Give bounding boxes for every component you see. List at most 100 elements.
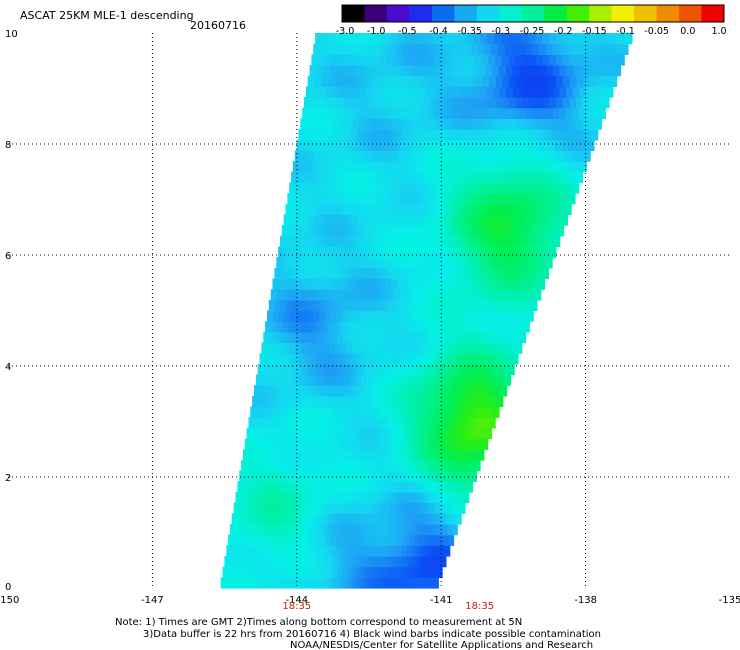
- swath-cell: [276, 438, 283, 450]
- swath-cell: [281, 385, 288, 397]
- swath-cell: [268, 299, 276, 312]
- swath-cell: [482, 406, 489, 418]
- swath-cell: [447, 107, 455, 119]
- swath-cell: [272, 278, 279, 290]
- colorbar-swatch: [342, 5, 365, 22]
- swath-cell: [406, 481, 412, 493]
- swath-cell: [461, 299, 468, 312]
- swath-cell: [266, 406, 273, 418]
- swath-cell: [402, 459, 408, 472]
- swath-cell: [386, 363, 393, 376]
- swath-cell: [404, 417, 410, 429]
- swath-cell: [339, 118, 347, 130]
- swath-cell: [455, 438, 462, 450]
- swath-cell: [263, 395, 270, 408]
- swath-cell: [301, 150, 309, 162]
- swath-cell: [394, 374, 401, 386]
- swath-cell: [376, 459, 382, 472]
- swath-cell: [493, 342, 500, 354]
- swath-cell: [357, 129, 365, 141]
- swath-cell: [420, 321, 427, 333]
- swath-cell: [399, 289, 407, 301]
- swath-cell: [509, 182, 517, 194]
- swath-cell: [412, 491, 419, 504]
- swath-cell: [568, 139, 576, 151]
- swath-cell: [263, 502, 270, 514]
- swath-cell: [509, 139, 517, 151]
- swath-cell: [413, 235, 421, 248]
- swath-cell: [583, 54, 591, 66]
- swath-cell: [430, 363, 437, 376]
- swath-cell: [350, 65, 358, 77]
- swath-cell: [374, 385, 381, 397]
- swath-cell: [322, 267, 329, 280]
- swath-cell: [444, 502, 451, 514]
- swath-cell: [352, 150, 360, 162]
- swath-cell: [345, 86, 354, 98]
- swath-cell: [504, 342, 512, 354]
- swath-cell: [415, 129, 423, 141]
- swath-cell: [345, 534, 352, 546]
- swath-cell: [402, 385, 409, 397]
- swath-cell: [352, 385, 359, 397]
- swath-cell: [368, 449, 375, 461]
- swath-cell: [313, 363, 320, 376]
- swath-cell: [482, 342, 489, 354]
- swath-cell: [354, 502, 360, 514]
- swath-cell: [430, 417, 437, 429]
- swath-cell: [415, 203, 423, 216]
- swath-cell: [408, 438, 415, 450]
- swath-cell: [279, 566, 286, 578]
- swath-cell: [306, 470, 312, 482]
- swath-cell: [316, 513, 323, 525]
- swath-cell: [500, 129, 508, 141]
- swath-cell: [500, 150, 508, 162]
- swath-cell: [329, 65, 338, 77]
- swath-cell: [369, 161, 377, 173]
- swath-cell: [300, 289, 307, 301]
- swath-cell: [436, 556, 442, 568]
- swath-cell: [416, 97, 424, 109]
- swath-cell: [535, 54, 544, 66]
- swath-cell: [525, 150, 533, 162]
- swath-cell: [410, 374, 417, 386]
- swath-cell: [476, 289, 483, 301]
- swath-cell: [341, 107, 349, 119]
- swath-cell: [298, 353, 306, 365]
- swath-cell: [355, 438, 362, 450]
- swath-cell: [230, 524, 236, 536]
- swath-cell: [413, 214, 420, 226]
- swath-cell: [373, 524, 379, 536]
- swath-cell: [490, 225, 497, 237]
- swath-cell: [424, 65, 432, 77]
- swath-cell: [419, 502, 426, 514]
- swath-cell: [368, 556, 375, 568]
- colorbar-swatch: [701, 5, 725, 22]
- colorbar-label: -1.0: [367, 26, 386, 37]
- swath-cell: [529, 139, 537, 151]
- swath-cell: [381, 513, 387, 525]
- swath-cell: [455, 406, 462, 418]
- swath-cell: [558, 150, 565, 162]
- swath-cell: [440, 438, 446, 450]
- swath-cell: [378, 556, 384, 568]
- swath-cell: [334, 417, 341, 429]
- swath-cell: [459, 427, 466, 440]
- swath-cell: [458, 289, 466, 301]
- swath-cell: [419, 342, 427, 354]
- swath-cell: [363, 267, 371, 280]
- swath-cell: [566, 182, 573, 194]
- swath-cell: [388, 331, 395, 344]
- swath-cell: [509, 161, 517, 173]
- swath-cell: [342, 427, 349, 440]
- swath-cell: [252, 481, 259, 493]
- swath-cell: [491, 278, 498, 290]
- swath-cell: [312, 225, 320, 237]
- swath-cell: [289, 214, 297, 226]
- swath-cell: [447, 449, 453, 461]
- swath-cell: [461, 150, 469, 162]
- swath-cell: [417, 246, 424, 258]
- swath-cell: [369, 406, 376, 418]
- swath-cell: [288, 289, 295, 301]
- swath-cell: [311, 54, 319, 66]
